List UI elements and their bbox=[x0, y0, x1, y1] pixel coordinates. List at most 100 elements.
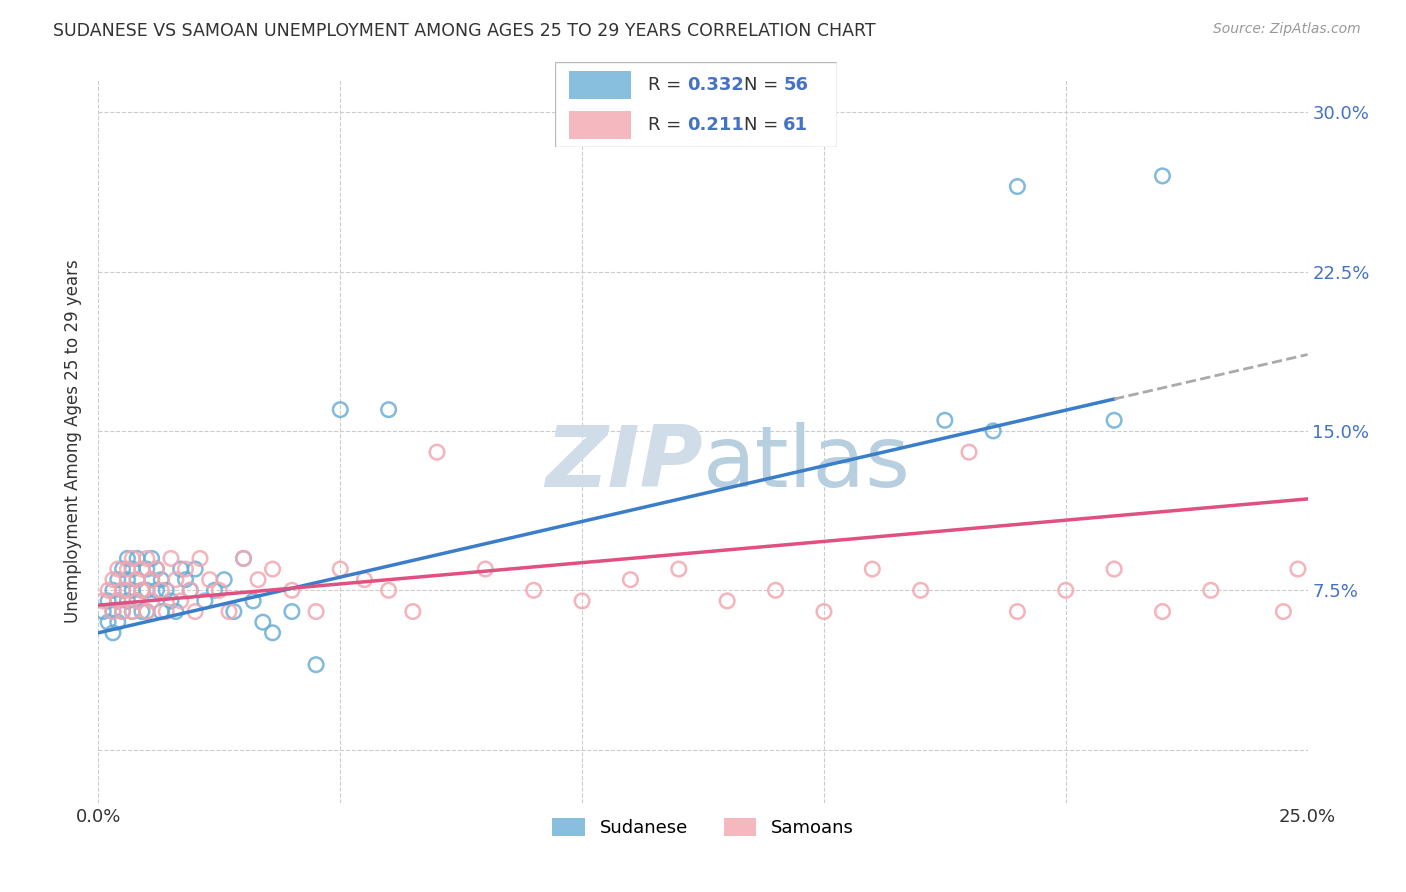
Point bbox=[981, 424, 1004, 438]
Point bbox=[910, 583, 932, 598]
Point bbox=[121, 551, 143, 566]
Text: 0.211: 0.211 bbox=[688, 116, 744, 134]
Point bbox=[305, 605, 328, 619]
Point bbox=[111, 562, 134, 576]
Point bbox=[111, 583, 134, 598]
Point bbox=[155, 605, 177, 619]
Point bbox=[145, 562, 167, 576]
Point bbox=[101, 625, 124, 640]
Point bbox=[1199, 583, 1222, 598]
Point bbox=[141, 551, 163, 566]
Point bbox=[353, 573, 375, 587]
Point bbox=[247, 573, 270, 587]
Point bbox=[1286, 562, 1309, 576]
Point bbox=[165, 573, 187, 587]
Point bbox=[97, 594, 120, 608]
Point bbox=[1007, 179, 1029, 194]
Point bbox=[1007, 605, 1029, 619]
Point bbox=[131, 583, 153, 598]
Point bbox=[212, 573, 235, 587]
Point bbox=[813, 605, 835, 619]
Point bbox=[121, 605, 143, 619]
Point bbox=[101, 573, 124, 587]
Point bbox=[252, 615, 274, 630]
Point bbox=[117, 583, 139, 598]
Point bbox=[107, 594, 129, 608]
Point bbox=[474, 562, 496, 576]
Point bbox=[101, 605, 124, 619]
Point bbox=[204, 583, 226, 598]
Point bbox=[619, 573, 641, 587]
Point bbox=[169, 594, 191, 608]
Point bbox=[135, 605, 157, 619]
Point bbox=[111, 605, 134, 619]
Point bbox=[377, 583, 399, 598]
Text: R =: R = bbox=[648, 116, 688, 134]
Point bbox=[179, 583, 201, 598]
Point bbox=[281, 605, 304, 619]
Point bbox=[121, 605, 143, 619]
Point bbox=[329, 562, 352, 576]
Point bbox=[141, 573, 163, 587]
Point bbox=[169, 562, 191, 576]
Point bbox=[160, 551, 183, 566]
Point bbox=[1102, 413, 1125, 427]
Point bbox=[242, 594, 264, 608]
Point bbox=[305, 657, 328, 672]
Text: 61: 61 bbox=[783, 116, 808, 134]
Point bbox=[117, 594, 139, 608]
FancyBboxPatch shape bbox=[555, 62, 837, 147]
Point bbox=[101, 605, 124, 619]
Point bbox=[121, 562, 143, 576]
Point bbox=[426, 445, 449, 459]
Point bbox=[155, 583, 177, 598]
Point bbox=[127, 573, 149, 587]
Point bbox=[127, 594, 149, 608]
Point bbox=[150, 573, 173, 587]
Point bbox=[571, 594, 593, 608]
Point bbox=[194, 594, 217, 608]
Point bbox=[111, 605, 134, 619]
Point bbox=[107, 615, 129, 630]
Point bbox=[523, 583, 546, 598]
Text: atlas: atlas bbox=[703, 422, 911, 505]
Point bbox=[377, 402, 399, 417]
Text: N =: N = bbox=[744, 116, 783, 134]
Point bbox=[208, 583, 231, 598]
Point bbox=[262, 625, 284, 640]
Point bbox=[165, 605, 187, 619]
Point bbox=[957, 445, 980, 459]
Text: 0.332: 0.332 bbox=[688, 76, 744, 94]
Point bbox=[1152, 605, 1174, 619]
Point bbox=[97, 583, 120, 598]
Point bbox=[174, 573, 197, 587]
Point bbox=[860, 562, 883, 576]
Point bbox=[135, 605, 157, 619]
Point bbox=[131, 562, 153, 576]
Point bbox=[150, 605, 173, 619]
Point bbox=[668, 562, 690, 576]
Point bbox=[111, 583, 134, 598]
Point bbox=[107, 573, 129, 587]
Point bbox=[141, 594, 163, 608]
Legend: Sudanese, Samoans: Sudanese, Samoans bbox=[546, 811, 860, 845]
Point bbox=[117, 573, 139, 587]
Text: ZIP: ZIP bbox=[546, 422, 703, 505]
Point bbox=[329, 402, 352, 417]
Point bbox=[97, 615, 120, 630]
Text: Source: ZipAtlas.com: Source: ZipAtlas.com bbox=[1213, 22, 1361, 37]
Point bbox=[716, 594, 738, 608]
Point bbox=[1102, 562, 1125, 576]
Point bbox=[131, 605, 153, 619]
Text: 56: 56 bbox=[783, 76, 808, 94]
Point bbox=[135, 583, 157, 598]
Bar bbox=[569, 71, 631, 99]
Point bbox=[184, 605, 207, 619]
Point bbox=[131, 583, 153, 598]
Point bbox=[150, 583, 173, 598]
Point bbox=[232, 551, 254, 566]
Point bbox=[145, 583, 167, 598]
Point bbox=[135, 562, 157, 576]
Point bbox=[179, 583, 201, 598]
Point bbox=[1054, 583, 1077, 598]
